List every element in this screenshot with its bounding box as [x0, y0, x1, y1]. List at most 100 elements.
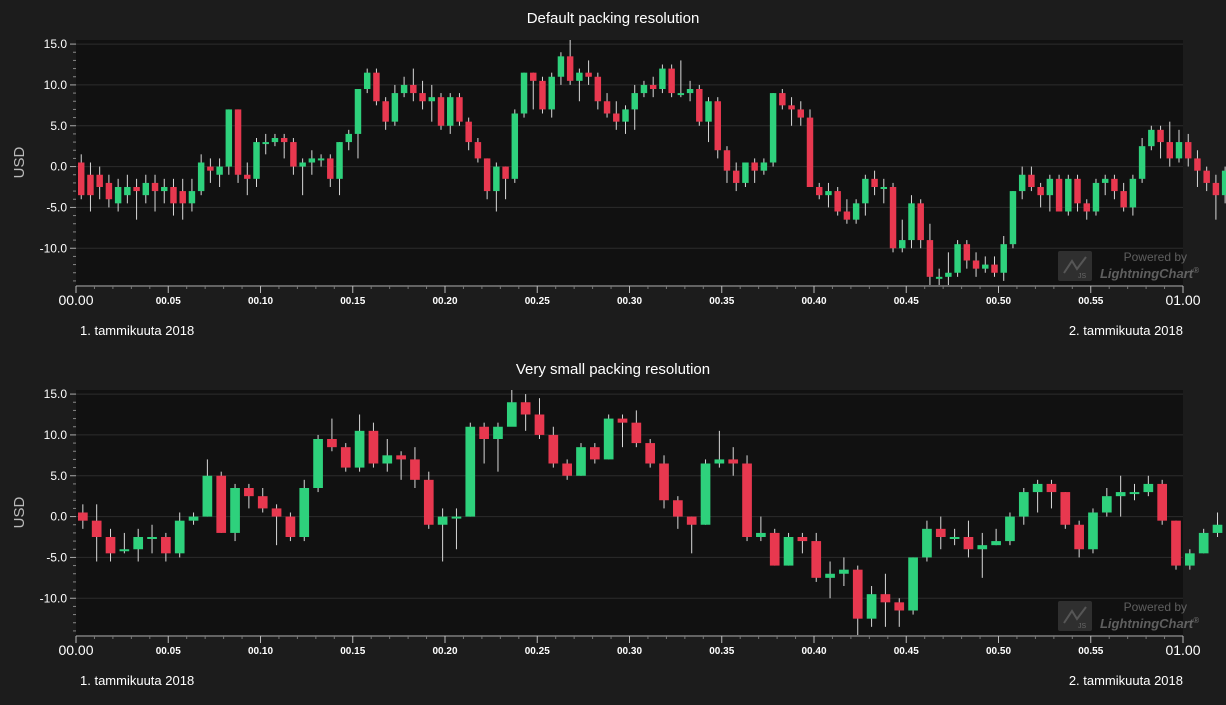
candle[interactable]: [617, 414, 628, 448]
candle[interactable]: [760, 158, 768, 175]
candle[interactable]: [428, 84, 436, 122]
candle[interactable]: [825, 561, 835, 599]
candle[interactable]: [645, 439, 656, 468]
candle[interactable]: [834, 187, 841, 216]
candle[interactable]: [1185, 549, 1195, 570]
candle[interactable]: [949, 528, 960, 546]
candle[interactable]: [313, 434, 323, 493]
candle[interactable]: [871, 170, 878, 196]
candle[interactable]: [982, 256, 989, 273]
candle[interactable]: [479, 422, 489, 464]
candle[interactable]: [230, 483, 240, 542]
candle[interactable]: [889, 182, 897, 253]
candle[interactable]: [562, 459, 572, 480]
candle[interactable]: [96, 166, 103, 200]
candle[interactable]: [1101, 488, 1112, 517]
candle[interactable]: [769, 93, 777, 167]
candle[interactable]: [493, 422, 503, 472]
candle[interactable]: [1055, 174, 1063, 212]
candle[interactable]: [839, 557, 849, 586]
candle[interactable]: [1157, 479, 1168, 525]
candle[interactable]: [1065, 174, 1072, 216]
candle[interactable]: [253, 138, 260, 187]
candle[interactable]: [299, 479, 310, 542]
candle[interactable]: [945, 252, 952, 285]
candle[interactable]: [354, 414, 365, 472]
candle[interactable]: [917, 199, 924, 249]
candle[interactable]: [179, 178, 186, 220]
candle[interactable]: [603, 414, 614, 460]
candle[interactable]: [816, 182, 823, 200]
candle[interactable]: [280, 133, 288, 159]
candle[interactable]: [1198, 528, 1209, 554]
candle[interactable]: [308, 150, 316, 175]
candle[interactable]: [133, 528, 144, 562]
candle[interactable]: [659, 455, 669, 509]
candle[interactable]: [954, 240, 961, 277]
candle[interactable]: [1101, 174, 1109, 196]
candle[interactable]: [1129, 483, 1140, 501]
candle[interactable]: [649, 76, 657, 98]
candle[interactable]: [797, 101, 805, 126]
candle[interactable]: [788, 97, 795, 126]
candle[interactable]: [354, 89, 362, 159]
candle[interactable]: [188, 512, 199, 525]
candle[interactable]: [705, 97, 712, 143]
candle[interactable]: [673, 496, 683, 529]
candle[interactable]: [811, 532, 822, 582]
candle[interactable]: [742, 455, 752, 542]
candle[interactable]: [327, 154, 334, 187]
candle[interactable]: [1037, 182, 1044, 208]
candle[interactable]: [202, 459, 213, 517]
candle[interactable]: [1000, 236, 1007, 281]
candle[interactable]: [91, 504, 102, 562]
candle[interactable]: [1111, 174, 1118, 200]
candle[interactable]: [576, 68, 583, 102]
candle[interactable]: [271, 133, 279, 147]
candle[interactable]: [1115, 475, 1126, 517]
candle[interactable]: [566, 40, 574, 85]
candle[interactable]: [207, 158, 214, 183]
candle[interactable]: [1138, 138, 1146, 183]
candle[interactable]: [78, 154, 85, 200]
candle[interactable]: [622, 105, 629, 134]
candle[interactable]: [1185, 133, 1192, 167]
candle[interactable]: [87, 162, 94, 212]
candle[interactable]: [271, 504, 282, 546]
candle[interactable]: [1018, 488, 1029, 525]
candle[interactable]: [862, 174, 869, 216]
candle[interactable]: [197, 154, 205, 196]
candle[interactable]: [935, 516, 946, 550]
candle[interactable]: [174, 512, 185, 558]
candle[interactable]: [216, 158, 223, 187]
candle[interactable]: [502, 166, 509, 200]
candle[interactable]: [317, 154, 325, 167]
candle[interactable]: [400, 76, 408, 98]
candle[interactable]: [410, 68, 417, 102]
candle[interactable]: [382, 439, 393, 472]
candle[interactable]: [963, 520, 974, 558]
candle[interactable]: [714, 97, 721, 159]
candle[interactable]: [613, 101, 620, 130]
candle[interactable]: [723, 146, 731, 183]
candle[interactable]: [285, 512, 296, 542]
candle[interactable]: [908, 195, 915, 249]
candle[interactable]: [548, 72, 555, 118]
candle[interactable]: [894, 598, 905, 627]
candle[interactable]: [147, 524, 157, 554]
candle[interactable]: [843, 199, 851, 224]
candle[interactable]: [133, 178, 140, 220]
candle[interactable]: [548, 426, 559, 468]
candle[interactable]: [1046, 479, 1057, 509]
candle[interactable]: [119, 532, 130, 554]
candle[interactable]: [1194, 150, 1201, 187]
candle[interactable]: [659, 64, 666, 94]
candle[interactable]: [299, 158, 306, 196]
candle[interactable]: [1083, 199, 1090, 220]
candle[interactable]: [1175, 129, 1183, 163]
candle[interactable]: [382, 97, 389, 130]
candle[interactable]: [1005, 512, 1015, 546]
candle[interactable]: [539, 76, 546, 114]
candle[interactable]: [728, 447, 739, 476]
candle[interactable]: [1046, 174, 1054, 212]
